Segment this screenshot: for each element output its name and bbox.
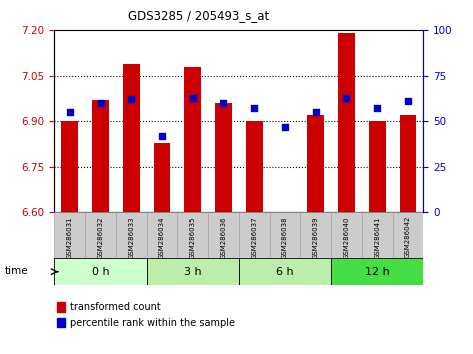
Point xyxy=(251,105,258,111)
Bar xyxy=(331,258,423,285)
Bar xyxy=(215,103,232,212)
Text: 12 h: 12 h xyxy=(365,267,390,277)
Text: transformed count: transformed count xyxy=(70,302,161,312)
Text: 3 h: 3 h xyxy=(184,267,201,277)
Text: GSM286032: GSM286032 xyxy=(97,216,104,258)
Bar xyxy=(85,212,116,258)
Point xyxy=(189,95,197,101)
Bar xyxy=(400,115,416,212)
Bar xyxy=(54,258,147,285)
Bar xyxy=(300,212,331,258)
Bar xyxy=(239,212,270,258)
Text: GSM286037: GSM286037 xyxy=(251,216,257,259)
Bar xyxy=(246,121,263,212)
Text: percentile rank within the sample: percentile rank within the sample xyxy=(70,318,235,328)
Bar xyxy=(54,212,85,258)
Point xyxy=(158,133,166,139)
Point xyxy=(219,100,227,106)
Text: GSM286035: GSM286035 xyxy=(190,216,196,258)
Bar xyxy=(362,212,393,258)
Text: GSM286036: GSM286036 xyxy=(220,216,227,259)
Point xyxy=(312,109,320,115)
Bar xyxy=(239,258,331,285)
Bar xyxy=(184,67,201,212)
Text: GSM286040: GSM286040 xyxy=(343,216,350,258)
Bar xyxy=(307,115,324,212)
Text: GSM286034: GSM286034 xyxy=(159,216,165,258)
Point xyxy=(374,105,381,111)
Bar xyxy=(61,121,78,212)
Bar xyxy=(92,100,109,212)
Text: GSM286042: GSM286042 xyxy=(405,216,411,258)
Text: GSM286033: GSM286033 xyxy=(128,216,134,259)
Text: 6 h: 6 h xyxy=(276,267,294,277)
Bar xyxy=(393,212,423,258)
Bar xyxy=(147,212,177,258)
Bar xyxy=(338,33,355,212)
Text: GSM286031: GSM286031 xyxy=(67,216,73,259)
Text: GSM286041: GSM286041 xyxy=(374,216,380,258)
Point xyxy=(281,124,289,130)
Bar xyxy=(369,121,385,212)
Bar xyxy=(208,212,239,258)
Bar xyxy=(154,143,170,212)
Text: time: time xyxy=(5,266,28,276)
Bar xyxy=(331,212,362,258)
Bar xyxy=(177,212,208,258)
Text: GSM286038: GSM286038 xyxy=(282,216,288,259)
Point xyxy=(128,97,135,102)
Bar xyxy=(123,63,140,212)
Text: GSM286039: GSM286039 xyxy=(313,216,319,259)
Bar xyxy=(270,212,300,258)
Point xyxy=(96,100,104,106)
Text: 0 h: 0 h xyxy=(92,267,109,277)
Point xyxy=(342,95,350,101)
Text: GDS3285 / 205493_s_at: GDS3285 / 205493_s_at xyxy=(128,9,269,22)
Point xyxy=(404,98,412,104)
Point xyxy=(66,109,74,115)
Bar xyxy=(147,258,239,285)
Bar xyxy=(116,212,147,258)
